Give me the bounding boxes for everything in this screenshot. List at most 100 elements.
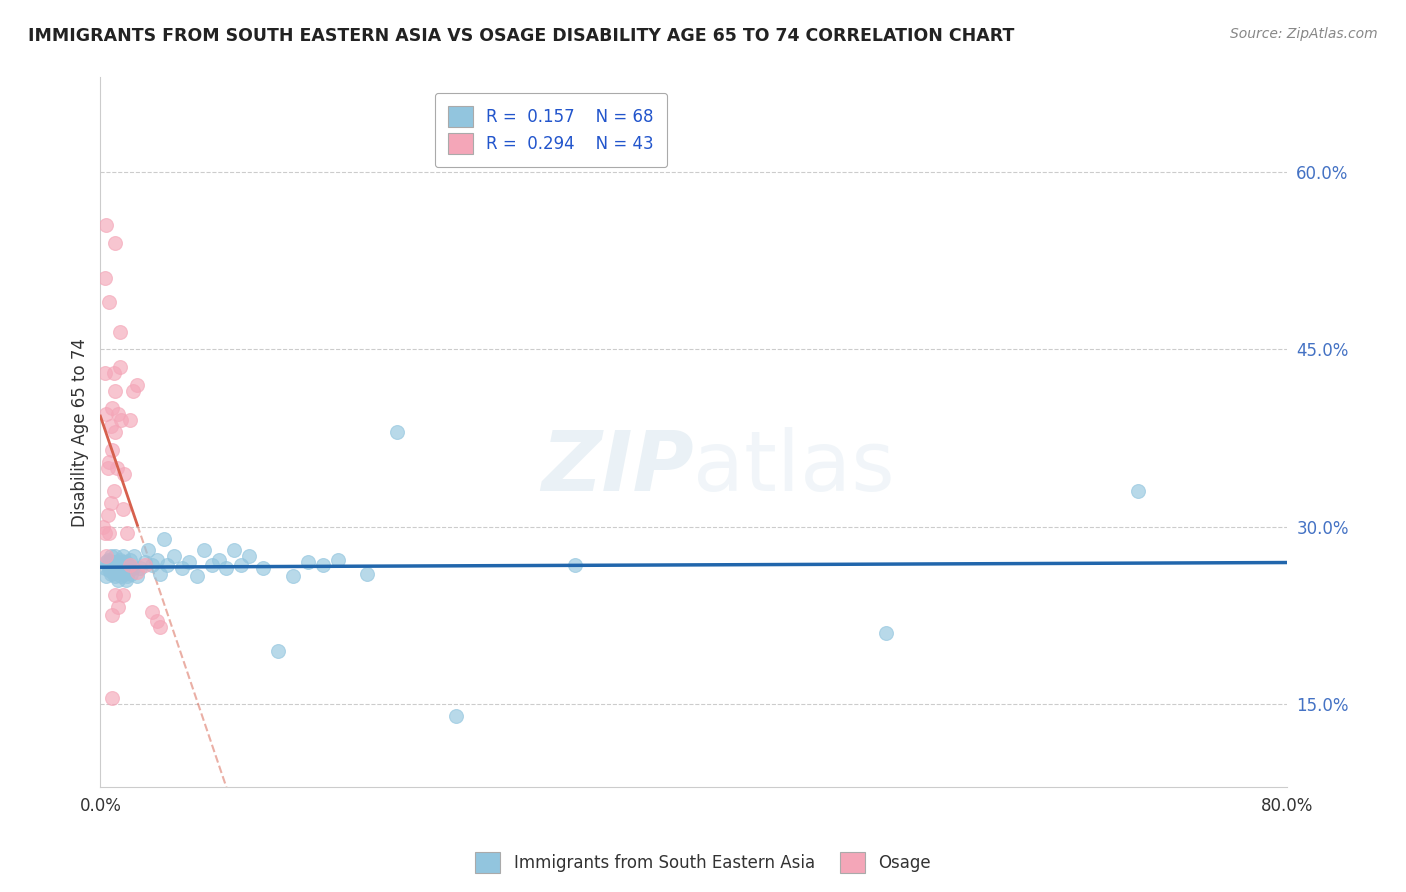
Point <box>105 565 128 579</box>
Point <box>96 555 118 569</box>
Point <box>104 384 127 398</box>
Point <box>149 567 172 582</box>
Point <box>111 555 134 569</box>
Point <box>107 555 129 569</box>
Point <box>100 549 122 564</box>
Point <box>186 569 208 583</box>
Point <box>105 558 128 572</box>
Point <box>96 549 118 564</box>
Point <box>115 569 138 583</box>
Point <box>231 558 253 572</box>
Point <box>98 554 121 568</box>
Point <box>112 561 135 575</box>
Point <box>193 543 215 558</box>
Point <box>112 467 135 481</box>
Point <box>122 561 145 575</box>
Point <box>385 425 408 439</box>
Point <box>101 565 124 579</box>
Point <box>238 549 260 564</box>
Point <box>101 608 124 623</box>
Point <box>179 555 201 569</box>
Point <box>134 555 156 569</box>
Point <box>149 620 172 634</box>
Point <box>127 569 149 583</box>
Point <box>118 413 141 427</box>
Point <box>103 484 125 499</box>
Point <box>1128 484 1150 499</box>
Point <box>108 561 131 575</box>
Point <box>104 425 127 439</box>
Point <box>215 561 238 575</box>
Point <box>111 549 134 564</box>
Point <box>108 553 131 567</box>
Point <box>252 561 274 575</box>
Point <box>156 558 179 572</box>
Point <box>108 325 131 339</box>
Y-axis label: Disability Age 65 to 74: Disability Age 65 to 74 <box>72 338 89 526</box>
Point <box>97 558 120 572</box>
Point <box>103 366 125 380</box>
Text: IMMIGRANTS FROM SOUTH EASTERN ASIA VS OSAGE DISABILITY AGE 65 TO 74 CORRELATION : IMMIGRANTS FROM SOUTH EASTERN ASIA VS OS… <box>28 27 1015 45</box>
Point <box>98 525 121 540</box>
Point <box>107 573 129 587</box>
Point <box>104 549 127 564</box>
Point <box>94 271 117 285</box>
Point <box>94 561 117 575</box>
Point <box>117 558 139 572</box>
Point <box>145 615 167 629</box>
Point <box>101 442 124 457</box>
Point <box>129 561 152 575</box>
Point <box>104 588 127 602</box>
Point <box>94 525 117 540</box>
Point <box>103 555 125 569</box>
Point <box>115 525 138 540</box>
Point <box>103 561 125 575</box>
Point <box>163 549 186 564</box>
Point <box>108 360 131 375</box>
Point <box>127 565 149 579</box>
Point <box>326 553 349 567</box>
Point <box>96 569 118 583</box>
Point <box>141 605 163 619</box>
Text: atlas: atlas <box>693 427 896 508</box>
Point <box>118 553 141 567</box>
Point <box>101 691 124 706</box>
Point <box>267 644 290 658</box>
Point <box>100 567 122 582</box>
Point <box>97 508 120 522</box>
Point <box>200 558 222 572</box>
Point <box>118 558 141 572</box>
Point <box>112 567 135 582</box>
Point <box>98 295 121 310</box>
Point <box>98 564 121 578</box>
Point <box>312 558 335 572</box>
Point <box>97 460 120 475</box>
Point <box>100 496 122 510</box>
Point <box>101 401 124 416</box>
Point <box>107 408 129 422</box>
Point <box>153 532 176 546</box>
Point <box>136 543 159 558</box>
Point <box>96 219 118 233</box>
Point <box>110 413 132 427</box>
Point <box>111 502 134 516</box>
Legend: Immigrants from South Eastern Asia, Osage: Immigrants from South Eastern Asia, Osag… <box>468 846 938 880</box>
Point <box>281 569 304 583</box>
Point <box>208 553 231 567</box>
Point <box>97 553 120 567</box>
Point <box>110 561 132 575</box>
Text: ZIP: ZIP <box>541 427 693 508</box>
Point <box>114 573 136 587</box>
Point <box>111 588 134 602</box>
Point <box>122 384 145 398</box>
Point <box>98 455 121 469</box>
Legend: R =  0.157    N = 68, R =  0.294    N = 43: R = 0.157 N = 68, R = 0.294 N = 43 <box>434 93 668 167</box>
Point <box>297 555 319 569</box>
Point <box>94 366 117 380</box>
Point <box>444 709 467 723</box>
Point <box>101 558 124 572</box>
Point <box>104 235 127 250</box>
Point <box>107 600 129 615</box>
Point <box>356 567 378 582</box>
Point <box>110 569 132 583</box>
